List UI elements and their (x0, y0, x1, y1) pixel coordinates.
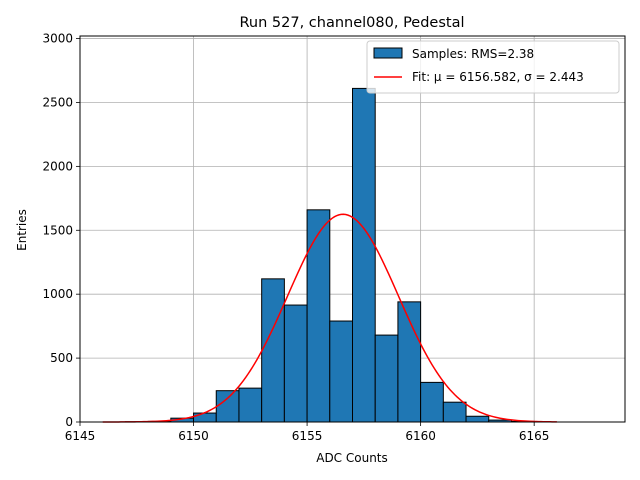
plot-frame (79, 35, 626, 423)
histogram-bar (329, 320, 353, 423)
y-axis-label: Entries (15, 209, 29, 251)
y-tick-label: 0 (65, 415, 73, 429)
histogram-bar (215, 390, 240, 423)
x-tick-label: 6155 (292, 429, 323, 443)
histogram-bar (238, 387, 263, 423)
legend-swatch-samples (373, 47, 403, 59)
fit-curve (102, 213, 557, 423)
histogram-bar (261, 278, 285, 423)
histogram-bar (306, 209, 331, 423)
histogram-bar (283, 304, 308, 423)
x-tick-label: 6165 (519, 429, 550, 443)
histogram-bar (465, 415, 490, 423)
fit-curve-group (102, 213, 557, 423)
chart-title: Run 527, channel080, Pedestal (239, 15, 464, 31)
y-tick-label: 500 (50, 351, 73, 365)
legend-box (366, 40, 620, 94)
histogram-bars (124, 87, 535, 423)
y-tick-label: 3000 (42, 32, 73, 46)
histogram-bar (420, 381, 444, 423)
histogram-bar (374, 334, 399, 423)
x-axis-ticks: 6145 6150 6155 6160 6165 (65, 422, 550, 443)
legend-label-samples: Samples: RMS=2.38 (412, 47, 534, 61)
legend-label-fit: Fit: μ = 6156.582, σ = 2.443 (412, 70, 584, 84)
x-tick-label: 6160 (405, 429, 436, 443)
x-axis-label: ADC Counts (316, 451, 388, 465)
x-tick-label: 6145 (65, 429, 96, 443)
y-tick-label: 1500 (42, 223, 73, 237)
histogram-bar (193, 412, 217, 423)
y-tick-label: 2500 (42, 95, 73, 109)
histogram-bar (352, 87, 376, 423)
x-tick-label: 6150 (178, 429, 209, 443)
histogram-bar (442, 401, 467, 423)
y-axis-ticks: 0 500 1000 1500 2000 2500 3000 (42, 32, 80, 429)
y-tick-label: 2000 (42, 159, 73, 173)
legend: Samples: RMS=2.38 Fit: μ = 6156.582, σ =… (366, 40, 620, 94)
y-tick-label: 1000 (42, 287, 73, 301)
